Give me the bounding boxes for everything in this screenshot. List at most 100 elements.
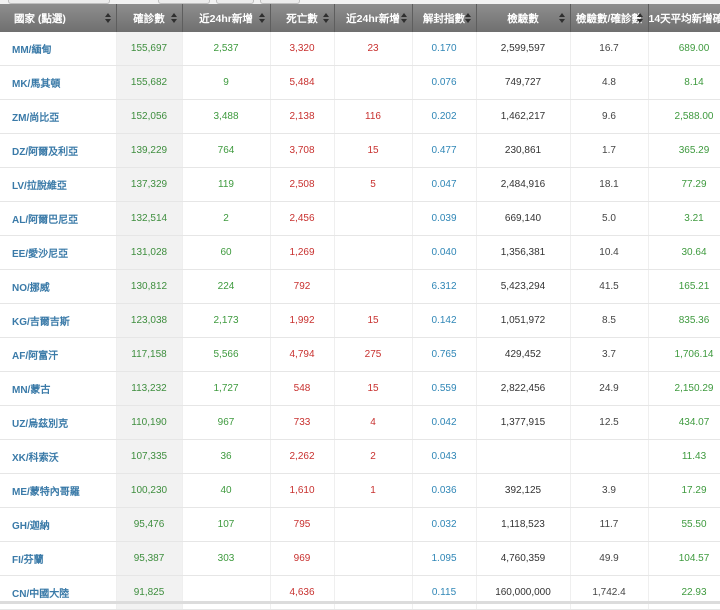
country-link[interactable]: MK/馬其頓: [0, 66, 116, 100]
cell-avg14: 104.57: [648, 542, 720, 576]
cell-deaths: 2,456: [270, 202, 334, 236]
cell-avg14: 434.07: [648, 406, 720, 440]
cell-newDeaths: [334, 576, 412, 610]
cell-confirmed: 117,158: [116, 338, 182, 372]
cell-ratio: 49.9: [570, 542, 648, 576]
cell-deaths: 795: [270, 508, 334, 542]
column-header-label: 近24hr新增: [199, 13, 253, 25]
sort-arrows-icon[interactable]: [171, 13, 177, 23]
cell-newDeaths: [334, 236, 412, 270]
cell-ratio: 8.5: [570, 304, 648, 338]
cell-index: 0.047: [412, 168, 476, 202]
cell-confirmed: 155,697: [116, 32, 182, 66]
country-link[interactable]: MM/緬甸: [0, 32, 116, 66]
cell-ratio: 16.7: [570, 32, 648, 66]
cell-deaths: 4,636: [270, 576, 334, 610]
cell-tests: 1,051,972: [476, 304, 570, 338]
cell-new24: 60: [182, 236, 270, 270]
cell-ratio: 10.4: [570, 236, 648, 270]
country-link[interactable]: XK/科索沃: [0, 440, 116, 474]
cell-deaths: 792: [270, 270, 334, 304]
sort-arrows-icon[interactable]: [465, 13, 471, 23]
cell-deaths: 969: [270, 542, 334, 576]
cell-deaths: 2,262: [270, 440, 334, 474]
cell-index: 0.202: [412, 100, 476, 134]
cell-newDeaths: 275: [334, 338, 412, 372]
cell-new24: 967: [182, 406, 270, 440]
country-link[interactable]: ZM/尚比亞: [0, 100, 116, 134]
cell-ratio: 1.7: [570, 134, 648, 168]
cell-index: 0.115: [412, 576, 476, 610]
column-header-tests[interactable]: 檢驗數: [476, 4, 570, 32]
country-link[interactable]: ME/蒙特內哥羅: [0, 474, 116, 508]
cell-tests: 160,000,000: [476, 576, 570, 610]
column-header-14day-average[interactable]: 14天平均新增確診數: [648, 4, 720, 32]
cell-index: 0.032: [412, 508, 476, 542]
cell-deaths: 548: [270, 372, 334, 406]
cell-tests: [476, 440, 570, 474]
column-header-deaths[interactable]: 死亡數: [270, 4, 334, 32]
cell-confirmed: 132,514: [116, 202, 182, 236]
cell-index: 0.559: [412, 372, 476, 406]
cell-new24: 5,566: [182, 338, 270, 372]
sort-arrows-icon[interactable]: [401, 13, 407, 23]
column-header-confirmed[interactable]: 確診數: [116, 4, 182, 32]
cell-confirmed: 130,812: [116, 270, 182, 304]
cell-tests: 1,118,523: [476, 508, 570, 542]
column-header-reopen-index[interactable]: 解封指數: [412, 4, 476, 32]
sort-arrows-icon[interactable]: [637, 13, 643, 23]
cell-avg14: 11.43: [648, 440, 720, 474]
country-link[interactable]: EE/愛沙尼亞: [0, 236, 116, 270]
cell-tests: 2,599,597: [476, 32, 570, 66]
country-link[interactable]: UZ/烏茲別克: [0, 406, 116, 440]
country-link[interactable]: CN/中國大陸: [0, 576, 116, 610]
cell-avg14: 3.21: [648, 202, 720, 236]
cell-avg14: 8.14: [648, 66, 720, 100]
cell-newDeaths: 2: [334, 440, 412, 474]
cell-deaths: 733: [270, 406, 334, 440]
column-header-new-24hr[interactable]: 近24hr新增: [182, 4, 270, 32]
cell-tests: 230,861: [476, 134, 570, 168]
cell-index: 0.477: [412, 134, 476, 168]
cell-avg14: 17.29: [648, 474, 720, 508]
country-link[interactable]: MN/蒙古: [0, 372, 116, 406]
cell-avg14: 2,150.29: [648, 372, 720, 406]
country-link[interactable]: FI/芬蘭: [0, 542, 116, 576]
cell-confirmed: 152,056: [116, 100, 182, 134]
cell-ratio: 24.9: [570, 372, 648, 406]
cell-deaths: 1,269: [270, 236, 334, 270]
cell-index: 1.095: [412, 542, 476, 576]
column-header-label: 國家 (點選): [14, 13, 66, 25]
country-link[interactable]: LV/拉脫維亞: [0, 168, 116, 202]
cell-new24: 40: [182, 474, 270, 508]
cell-newDeaths: 15: [334, 372, 412, 406]
column-header-country[interactable]: 國家 (點選): [0, 4, 116, 32]
cell-deaths: 1,992: [270, 304, 334, 338]
cell-index: 0.142: [412, 304, 476, 338]
sort-arrows-icon[interactable]: [105, 13, 111, 23]
country-link[interactable]: AF/阿富汗: [0, 338, 116, 372]
sort-arrows-icon[interactable]: [323, 13, 329, 23]
cell-deaths: 2,508: [270, 168, 334, 202]
cell-index: 0.042: [412, 406, 476, 440]
cell-avg14: 689.00: [648, 32, 720, 66]
country-link[interactable]: GH/迦納: [0, 508, 116, 542]
country-link[interactable]: NO/挪威: [0, 270, 116, 304]
country-link[interactable]: KG/吉爾吉斯: [0, 304, 116, 338]
country-link[interactable]: AL/阿爾巴尼亞: [0, 202, 116, 236]
cell-new24: 36: [182, 440, 270, 474]
cell-new24: 303: [182, 542, 270, 576]
cell-index: 6.312: [412, 270, 476, 304]
sort-arrows-icon[interactable]: [259, 13, 265, 23]
column-header-label: 檢驗數/確診數: [576, 13, 642, 25]
country-link[interactable]: DZ/阿爾及利亞: [0, 134, 116, 168]
cell-ratio: 11.7: [570, 508, 648, 542]
column-header-tests-per-confirmed[interactable]: 檢驗數/確診數: [570, 4, 648, 32]
column-header-new-deaths-24hr[interactable]: 近24hr新增: [334, 4, 412, 32]
cell-tests: 429,452: [476, 338, 570, 372]
cell-deaths: 1,610: [270, 474, 334, 508]
cell-newDeaths: [334, 508, 412, 542]
sort-arrows-icon[interactable]: [559, 13, 565, 23]
